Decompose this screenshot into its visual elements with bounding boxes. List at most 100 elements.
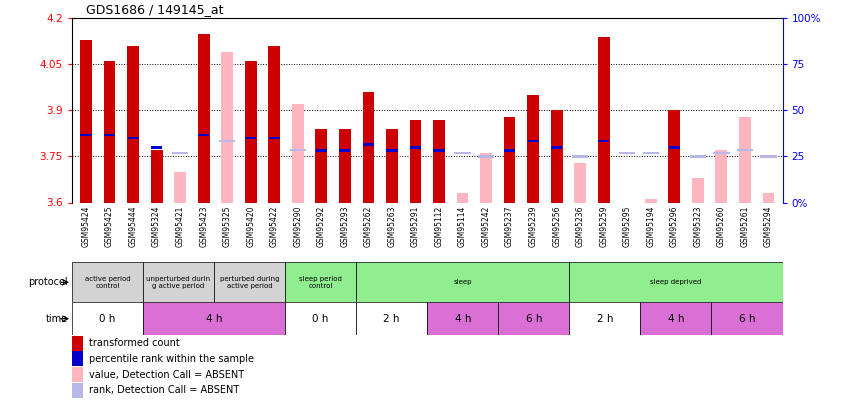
- Bar: [151, 146, 162, 149]
- Bar: [528, 140, 539, 143]
- Bar: [551, 111, 563, 202]
- Bar: [72, 302, 143, 335]
- Bar: [80, 40, 92, 202]
- Bar: [761, 156, 777, 158]
- Bar: [454, 152, 470, 154]
- Bar: [244, 61, 256, 202]
- Text: 2 h: 2 h: [596, 314, 613, 324]
- Bar: [104, 134, 115, 136]
- Bar: [285, 262, 356, 302]
- Bar: [198, 34, 210, 202]
- Bar: [527, 95, 539, 202]
- Text: protocol: protocol: [28, 277, 68, 287]
- Bar: [128, 136, 139, 139]
- Bar: [363, 92, 374, 202]
- Bar: [292, 104, 304, 202]
- Bar: [316, 149, 327, 151]
- Bar: [172, 152, 189, 154]
- Text: 4 h: 4 h: [667, 314, 684, 324]
- Bar: [737, 149, 753, 151]
- Text: active period
control: active period control: [85, 275, 130, 289]
- Text: time: time: [46, 314, 68, 324]
- Bar: [356, 302, 427, 335]
- Bar: [711, 302, 783, 335]
- Bar: [598, 37, 610, 202]
- Bar: [572, 156, 589, 158]
- Bar: [645, 199, 656, 202]
- Text: rank, Detection Call = ABSENT: rank, Detection Call = ABSENT: [90, 385, 239, 395]
- Bar: [72, 383, 83, 398]
- Bar: [72, 352, 83, 367]
- Bar: [316, 129, 327, 202]
- Bar: [504, 149, 515, 151]
- Bar: [551, 146, 563, 149]
- Bar: [574, 162, 586, 202]
- Bar: [692, 178, 704, 202]
- Bar: [569, 302, 640, 335]
- Bar: [285, 302, 356, 335]
- Text: perturbed during
active period: perturbed during active period: [220, 275, 279, 289]
- Bar: [72, 262, 143, 302]
- Text: unperturbed durin
g active period: unperturbed durin g active period: [146, 275, 211, 289]
- Text: 0 h: 0 h: [99, 314, 116, 324]
- Bar: [356, 262, 569, 302]
- Bar: [409, 119, 421, 202]
- Bar: [289, 149, 306, 151]
- Text: percentile rank within the sample: percentile rank within the sample: [90, 354, 255, 364]
- Bar: [72, 336, 83, 351]
- Bar: [503, 117, 515, 202]
- Bar: [481, 153, 492, 202]
- Text: 6 h: 6 h: [739, 314, 755, 324]
- Bar: [598, 140, 609, 143]
- Bar: [219, 140, 235, 142]
- Text: 6 h: 6 h: [525, 314, 542, 324]
- Bar: [363, 143, 374, 145]
- Text: sleep: sleep: [453, 279, 472, 285]
- Text: 2 h: 2 h: [383, 314, 400, 324]
- Bar: [339, 129, 351, 202]
- Bar: [640, 302, 711, 335]
- Text: GDS1686 / 149145_at: GDS1686 / 149145_at: [86, 3, 223, 16]
- Bar: [433, 119, 445, 202]
- Bar: [72, 367, 83, 382]
- Bar: [222, 52, 233, 202]
- Bar: [151, 150, 162, 202]
- Bar: [457, 193, 469, 202]
- Bar: [268, 46, 280, 202]
- Bar: [762, 193, 774, 202]
- Bar: [713, 152, 729, 154]
- Text: sleep period
control: sleep period control: [299, 275, 342, 289]
- Text: 4 h: 4 h: [206, 314, 222, 324]
- Bar: [716, 150, 728, 202]
- Bar: [569, 262, 783, 302]
- Bar: [80, 134, 91, 136]
- Bar: [127, 46, 139, 202]
- Bar: [174, 172, 186, 202]
- Bar: [433, 149, 445, 151]
- Bar: [245, 136, 256, 139]
- Bar: [269, 136, 280, 139]
- Text: sleep deprived: sleep deprived: [651, 279, 701, 285]
- Bar: [668, 146, 680, 149]
- Bar: [643, 152, 659, 154]
- Bar: [198, 134, 209, 136]
- Bar: [619, 152, 635, 154]
- Bar: [668, 111, 680, 202]
- Bar: [739, 117, 750, 202]
- Text: transformed count: transformed count: [90, 338, 180, 348]
- Text: 0 h: 0 h: [312, 314, 329, 324]
- Bar: [214, 262, 285, 302]
- Bar: [498, 302, 569, 335]
- Text: value, Detection Call = ABSENT: value, Detection Call = ABSENT: [90, 370, 244, 379]
- Bar: [427, 302, 498, 335]
- Bar: [478, 156, 494, 158]
- Bar: [339, 149, 350, 151]
- Bar: [689, 156, 706, 158]
- Bar: [387, 149, 398, 151]
- Bar: [104, 61, 115, 202]
- Bar: [409, 146, 421, 149]
- Bar: [143, 262, 214, 302]
- Bar: [386, 129, 398, 202]
- Text: 4 h: 4 h: [454, 314, 471, 324]
- Bar: [143, 302, 285, 335]
